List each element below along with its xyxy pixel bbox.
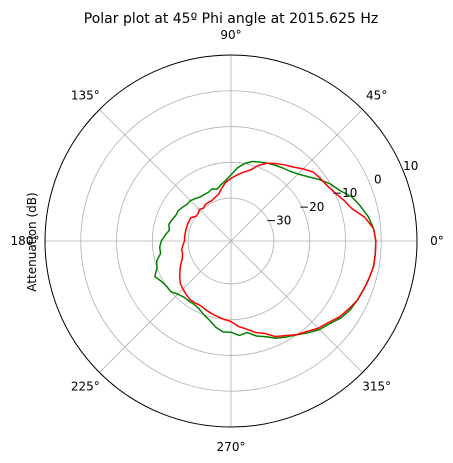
y-axis-label: Attenuation (dB) [25,192,39,291]
data-series [154,160,377,339]
theta-tick-label: 45° [366,88,387,102]
theta-tick-label: 225° [71,380,100,394]
r-tick-label: 10 [403,159,418,173]
theta-tick-label: 180° [11,234,40,248]
theta-tick-label: 90° [220,28,241,42]
series-line-1 [154,160,377,339]
theta-tick-label: 315° [362,380,391,394]
polar-outer-boundary [44,54,418,428]
r-tick-label: −10 [332,186,357,200]
r-tick-label: −20 [299,200,324,214]
theta-tick-label: 0° [430,234,444,248]
polar-axes: 0° 45° 90° 135° 180° 225° 270° 315° −30 −20 −10 0 10 [11,28,444,454]
series-line-2 [178,162,377,338]
r-tick-label: 0 [374,173,382,187]
theta-grid-line [230,240,363,373]
chart-title: Polar plot at 45º Phi angle at 2015.625 … [84,11,378,27]
theta-grid-line [230,109,363,242]
theta-grid-line [99,109,232,242]
polar-grid [45,55,417,427]
theta-tick-label: 135° [71,88,100,102]
r-tick-label: −30 [266,214,291,228]
theta-grid-line [99,240,232,373]
theta-tick-label: 270° [217,440,246,454]
